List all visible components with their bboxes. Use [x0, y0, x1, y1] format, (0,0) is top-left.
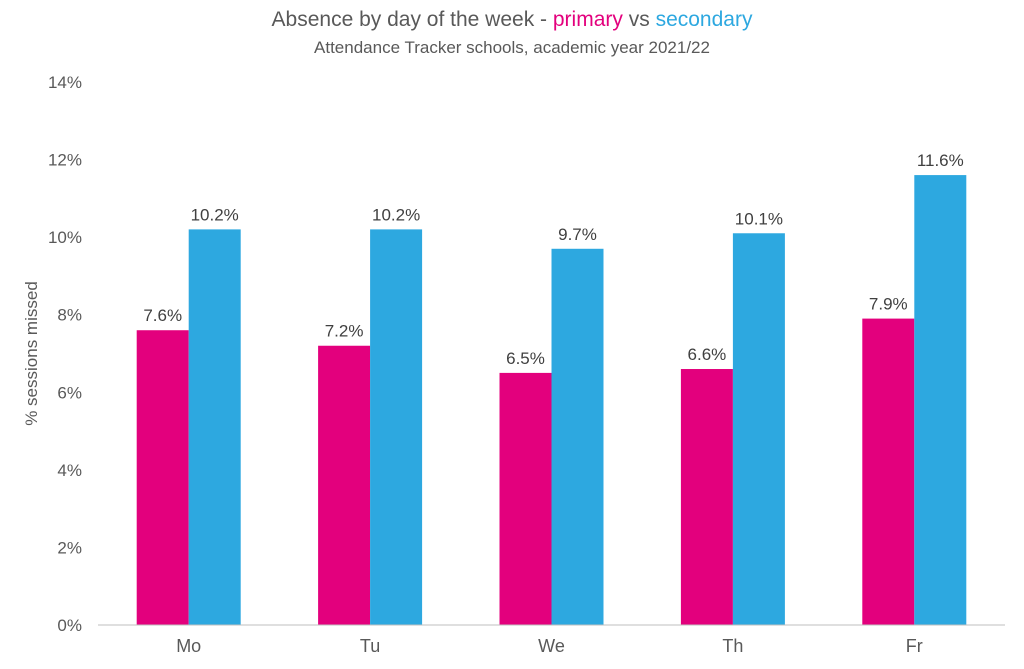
- data-label-primary: 7.2%: [325, 322, 364, 341]
- title-joiner: vs: [622, 8, 656, 31]
- bar-primary: [318, 345, 371, 625]
- bar-primary: [499, 372, 552, 625]
- x-axis-categories: Mo Tu We Th Fr: [176, 636, 923, 656]
- bar-secondary: [732, 233, 785, 625]
- bar-secondary: [914, 175, 967, 626]
- title-secondary-word: secondary: [655, 8, 753, 31]
- x-tick-label: Fr: [906, 636, 923, 656]
- x-tick-label: We: [538, 636, 565, 656]
- y-tick-label: 8%: [57, 306, 82, 325]
- y-tick-label: 10%: [48, 228, 82, 247]
- data-labels-group: 7.6% 10.2% 7.2% 10.2% 6.5% 9.7% 6.6% 10.1% 7.9% 1…: [143, 151, 963, 368]
- data-label-primary: 7.6%: [143, 306, 182, 325]
- data-label-secondary: 9.7%: [558, 225, 597, 244]
- bar-primary: [680, 369, 733, 625]
- data-label-secondary: 10.2%: [372, 205, 420, 224]
- y-tick-label: 4%: [57, 461, 82, 480]
- data-label-primary: 7.9%: [869, 295, 908, 314]
- x-tick-label: Th: [722, 636, 743, 656]
- data-label-secondary: 10.1%: [735, 209, 783, 228]
- y-axis-label: % sessions missed: [22, 281, 41, 426]
- y-tick-label: 6%: [57, 383, 82, 402]
- data-label-primary: 6.5%: [506, 349, 545, 368]
- bars-group: [136, 175, 967, 626]
- data-label-secondary: 10.2%: [191, 205, 239, 224]
- bar-secondary: [370, 229, 423, 625]
- title-prefix: Absence by day of the week -: [271, 8, 553, 31]
- chart-title: Absence by day of the week - primary vs …: [0, 8, 1024, 32]
- data-label-secondary: 11.6%: [917, 151, 964, 170]
- y-tick-label: 14%: [48, 73, 82, 92]
- bar-secondary: [188, 229, 241, 625]
- x-tick-label: Mo: [176, 636, 201, 656]
- bar-secondary: [551, 248, 604, 625]
- y-tick-label: 0%: [57, 616, 82, 635]
- data-label-primary: 6.6%: [688, 345, 727, 364]
- y-tick-label: 2%: [57, 538, 82, 557]
- y-axis-ticks: 0% 2% 4% 6% 8% 10% 12% 14%: [48, 73, 82, 635]
- x-tick-label: Tu: [360, 636, 380, 656]
- chart-subtitle: Attendance Tracker schools, academic yea…: [314, 38, 710, 57]
- bar-primary: [136, 330, 189, 625]
- bar-primary: [862, 318, 915, 625]
- y-tick-label: 12%: [48, 151, 82, 170]
- title-primary-word: primary: [552, 8, 623, 31]
